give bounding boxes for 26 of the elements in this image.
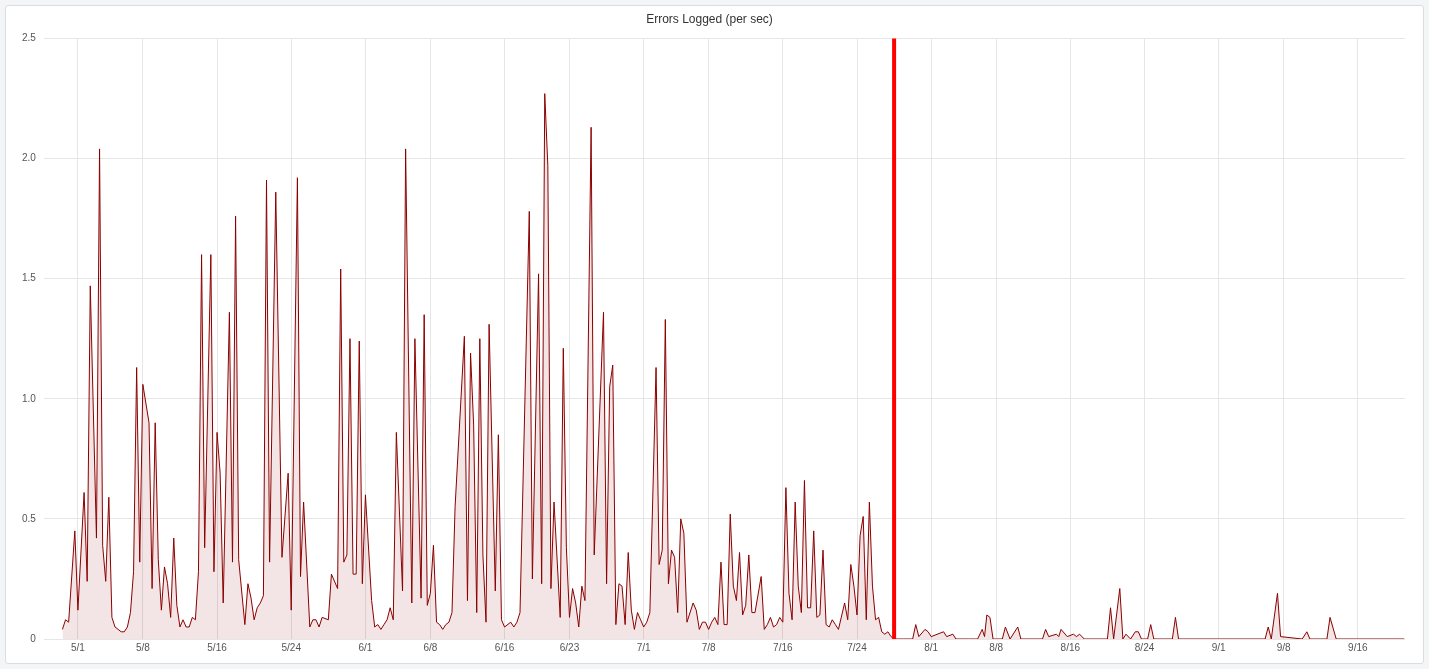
x-tick-label: 9/16 [1348,641,1369,653]
x-tick-label: 8/1 [924,641,939,653]
chart-title: Errors Logged (per sec) [646,11,773,26]
x-tick-label: 7/1 [636,641,652,653]
y-tick-label: 1.5 [22,272,37,284]
x-tick-label: 9/8 [1276,641,1292,653]
x-tick-label: 6/1 [358,641,373,653]
x-tick-label: 5/16 [207,641,228,653]
x-tick-label: 7/24 [847,641,868,653]
x-tick-label: 5/8 [135,641,151,653]
x-tick-label: 7/16 [773,641,793,653]
x-tick-label: 6/16 [494,641,515,653]
y-tick-label: 0.5 [22,512,37,524]
y-tick-label: 2.0 [22,152,37,164]
x-tick-label: 5/1 [70,641,86,653]
x-tick-label: 6/8 [423,641,438,653]
y-tick-label: 0 [30,632,37,644]
x-tick-label: 8/24 [1134,641,1155,653]
x-tick-label: 6/23 [559,641,580,653]
x-tick-label: 9/1 [1211,641,1227,653]
x-tick-label: 8/16 [1060,641,1081,653]
x-tick-label: 5/24 [281,641,302,653]
y-tick-label: 2.5 [22,32,37,44]
x-tick-label: 8/8 [989,641,1004,653]
x-tick-label: 7/8 [701,641,716,653]
y-tick-label: 1.0 [22,392,37,404]
